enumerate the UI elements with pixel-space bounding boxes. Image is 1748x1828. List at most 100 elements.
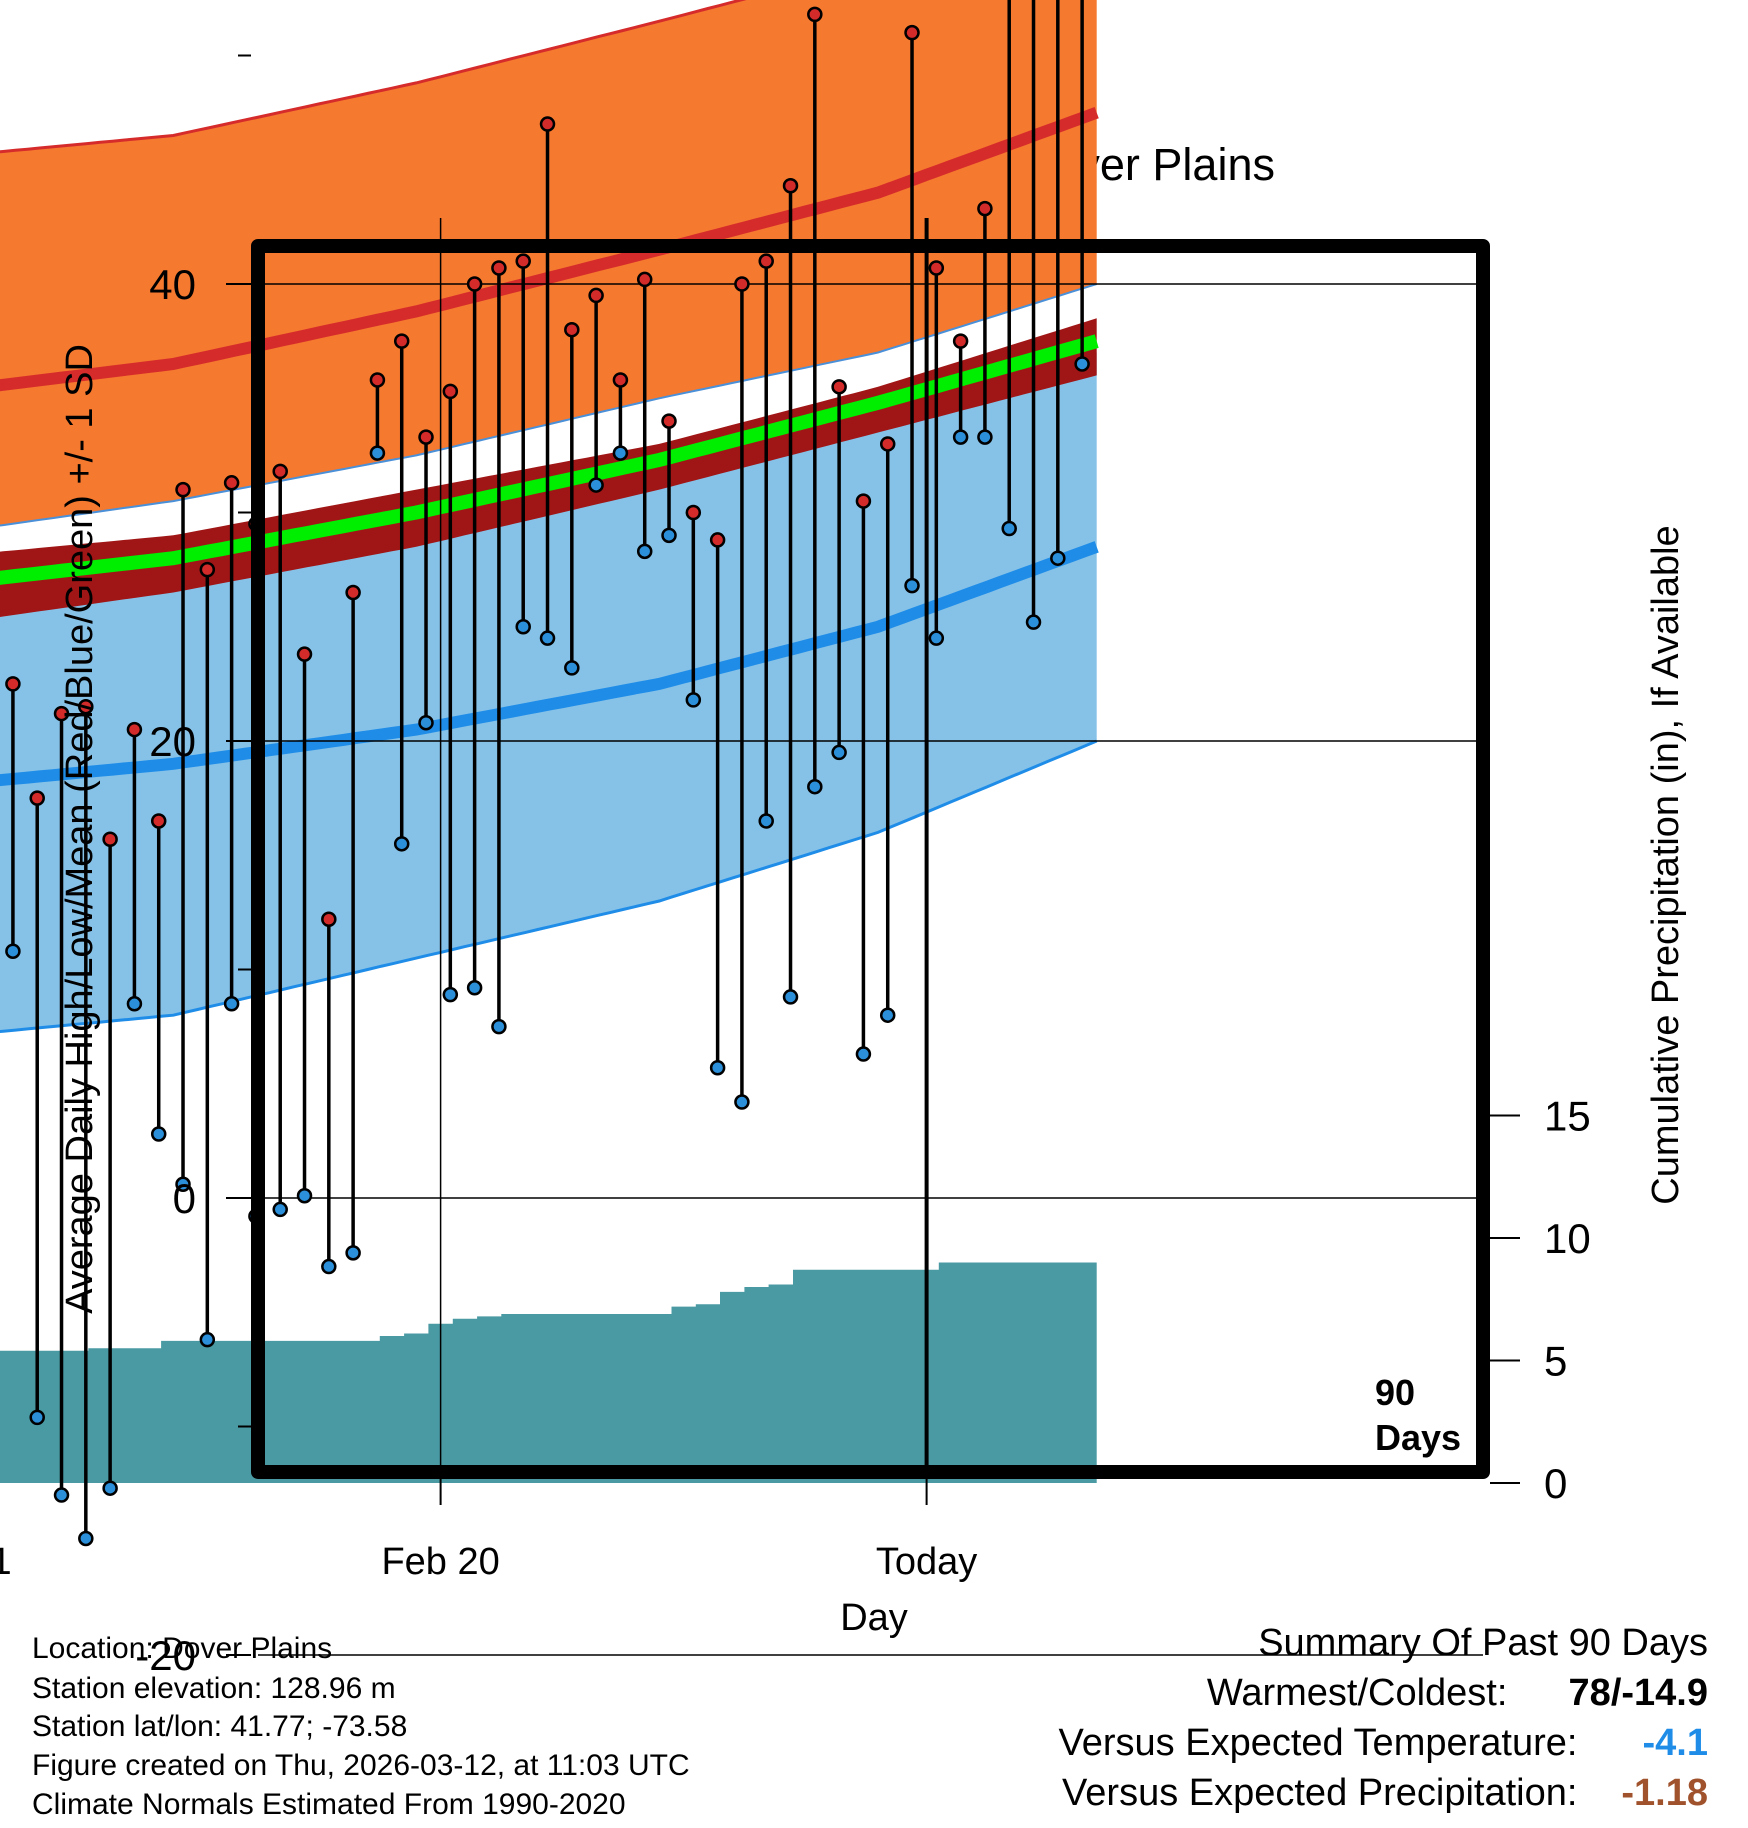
daily-high-point [29, 790, 45, 806]
precip-deviation-value: -1.18 [1621, 1772, 1708, 1814]
daily-high-point [612, 372, 629, 388]
x-axis-label: Day [840, 1597, 908, 1639]
y-tick-label: 20 [149, 718, 196, 765]
daily-low-point [199, 1331, 216, 1348]
info-latlon: Station lat/lon: 41.77; -73.58 [32, 1710, 408, 1743]
warmest-coldest-label: Warmest/Coldest: [1206, 1672, 1508, 1714]
grid-layer [258, 218, 1483, 1656]
daily-low-point [223, 996, 240, 1012]
daily-low-point [321, 1258, 337, 1275]
y-tick-label: 40 [149, 261, 196, 308]
daily-high-point [150, 813, 167, 829]
info-location: Location: Dover Plains [32, 1632, 333, 1665]
daily-low-point [345, 1245, 361, 1261]
today-label-90: 90 [1375, 1372, 1415, 1413]
daily-high-point [709, 532, 726, 548]
plot-border [251, 239, 1490, 1479]
daily-high-point [5, 676, 21, 692]
daily-low-point [272, 1201, 288, 1218]
daily-high-point [564, 321, 580, 338]
x-tick-label: Feb 20 [381, 1541, 499, 1583]
axes-layer: -20020406080051015Dec 22Jan 11Jan 31Feb … [0, 54, 1591, 1679]
daily-low-point [588, 477, 604, 493]
y-tick-label: 0 [173, 1175, 196, 1222]
daily-high-point [466, 276, 483, 292]
daily-low-point [685, 692, 702, 708]
daily-low-point [5, 943, 21, 959]
summary-warmest-coldest: Warmest/Coldest: 78/-14.9 [1207, 1672, 1708, 1715]
daily-low-point [1074, 356, 1090, 372]
temp-deviation-value: -4.1 [1642, 1722, 1708, 1764]
daily-high-point [126, 721, 143, 738]
high-upper-line [0, 0, 747, 154]
y2-tick-label: 10 [1544, 1215, 1591, 1262]
daily-low-point [102, 1480, 118, 1496]
low-sd-band [0, 352, 1097, 1032]
daily-low-point [855, 1046, 872, 1062]
daily-low-point [78, 1530, 94, 1547]
low-lower-line [0, 739, 1098, 1033]
daily-low-point [466, 980, 483, 996]
daily-high-point [539, 116, 556, 132]
daily-high-point [782, 177, 799, 194]
daily-low-point [977, 429, 993, 445]
daily-high-point [977, 200, 993, 217]
warmest-coldest-value: 78/-14.9 [1568, 1672, 1708, 1714]
daily-temperature-layer [5, 0, 1090, 1547]
daily-low-point [807, 778, 823, 795]
daily-low-point [296, 1187, 313, 1204]
daily-low-point [928, 630, 945, 646]
plot-frame [251, 239, 1490, 1479]
daily-low-point [515, 619, 531, 635]
mean-mean-line [0, 334, 1099, 585]
info-elevation: Station elevation: 128.96 m [32, 1672, 396, 1705]
daily-low-point [29, 1409, 45, 1426]
daily-high-point [831, 379, 847, 395]
daily-high-point [904, 24, 920, 41]
daily-low-point [418, 714, 434, 731]
daily-high-point [296, 646, 313, 662]
daily-high-point [588, 287, 604, 304]
daily-high-point [636, 271, 653, 288]
daily-low-point [782, 989, 799, 1005]
daily-high-point [345, 584, 361, 601]
daily-high-point [199, 561, 216, 578]
temp-deviation-label: Versus Expected Temperature: [1058, 1722, 1578, 1764]
daily-high-point [393, 333, 410, 349]
daily-low-point [734, 1094, 750, 1110]
daily-low-point [1050, 550, 1066, 566]
high-lower-line [0, 283, 1097, 527]
daily-low-point [758, 813, 774, 829]
y-axis-label: Average Daily High/Low/Mean (Red/Blue/Gr… [59, 344, 101, 1314]
today-label-days: Days [1375, 1417, 1461, 1458]
daily-high-point [879, 436, 896, 452]
summary-heading: Summary Of Past 90 Days [1258, 1622, 1708, 1664]
summary-precipitation: Versus Expected Precipitation: -1.18 [1062, 1772, 1708, 1815]
daily-low-point [612, 445, 629, 461]
daily-low-point [150, 1126, 167, 1142]
daily-high-point [491, 260, 507, 276]
daily-low-point [636, 543, 653, 560]
y2-tick-label: 5 [1544, 1338, 1567, 1385]
daily-low-point [491, 1018, 507, 1035]
summary-temperature: Versus Expected Temperature: -4.1 [1059, 1722, 1708, 1765]
daily-high-point [442, 383, 459, 400]
daily-low-point [393, 836, 410, 852]
daily-low-point [952, 429, 969, 445]
daily-high-point [102, 831, 118, 848]
daily-high-point [53, 705, 70, 722]
daily-low-point [126, 996, 143, 1012]
daily-high-point [78, 698, 94, 715]
daily-low-point [709, 1060, 726, 1076]
daily-low-point [831, 744, 847, 761]
precipitation-area [0, 1262, 1109, 1483]
y2-tick-label: 0 [1544, 1460, 1567, 1507]
info-normals: Climate Normals Estimated From 1990-2020 [32, 1788, 626, 1821]
daily-high-point [661, 413, 677, 429]
daily-low-point [879, 1007, 896, 1023]
daily-high-point [928, 260, 945, 276]
daily-high-point [418, 429, 434, 445]
low-mean-line [0, 541, 1099, 787]
x-tick-label: Jan 31 [0, 1541, 12, 1583]
